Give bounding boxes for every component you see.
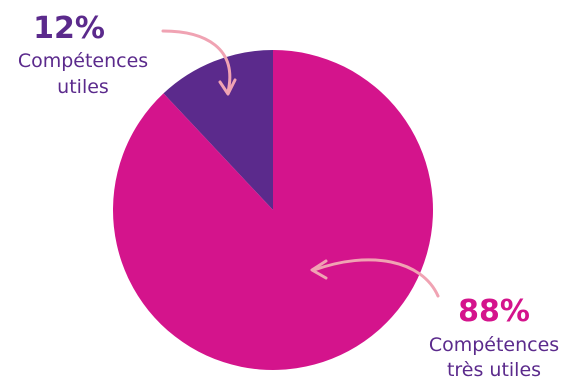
- slice-large-percent: 88%: [458, 294, 530, 329]
- slice-small-percent: 12%: [33, 11, 105, 46]
- slice-large-label-line-2: très utiles: [447, 359, 541, 380]
- arrow-to-large-slice: [312, 258, 440, 298]
- arrow-head-small: [218, 78, 237, 96]
- arrow-head-large: [310, 259, 328, 280]
- slice-small-label-line-2: utiles: [57, 76, 109, 98]
- arrow-to-small-slice: [161, 29, 232, 94]
- slice-small-label-line-1: Compétences: [18, 50, 148, 72]
- slice-large-label-line-1: Compétences: [429, 334, 559, 356]
- pie-slices: [112, 50, 434, 370]
- pie-slice-88-percent: [112, 50, 434, 370]
- pie-slice-12-percent: [163, 50, 273, 210]
